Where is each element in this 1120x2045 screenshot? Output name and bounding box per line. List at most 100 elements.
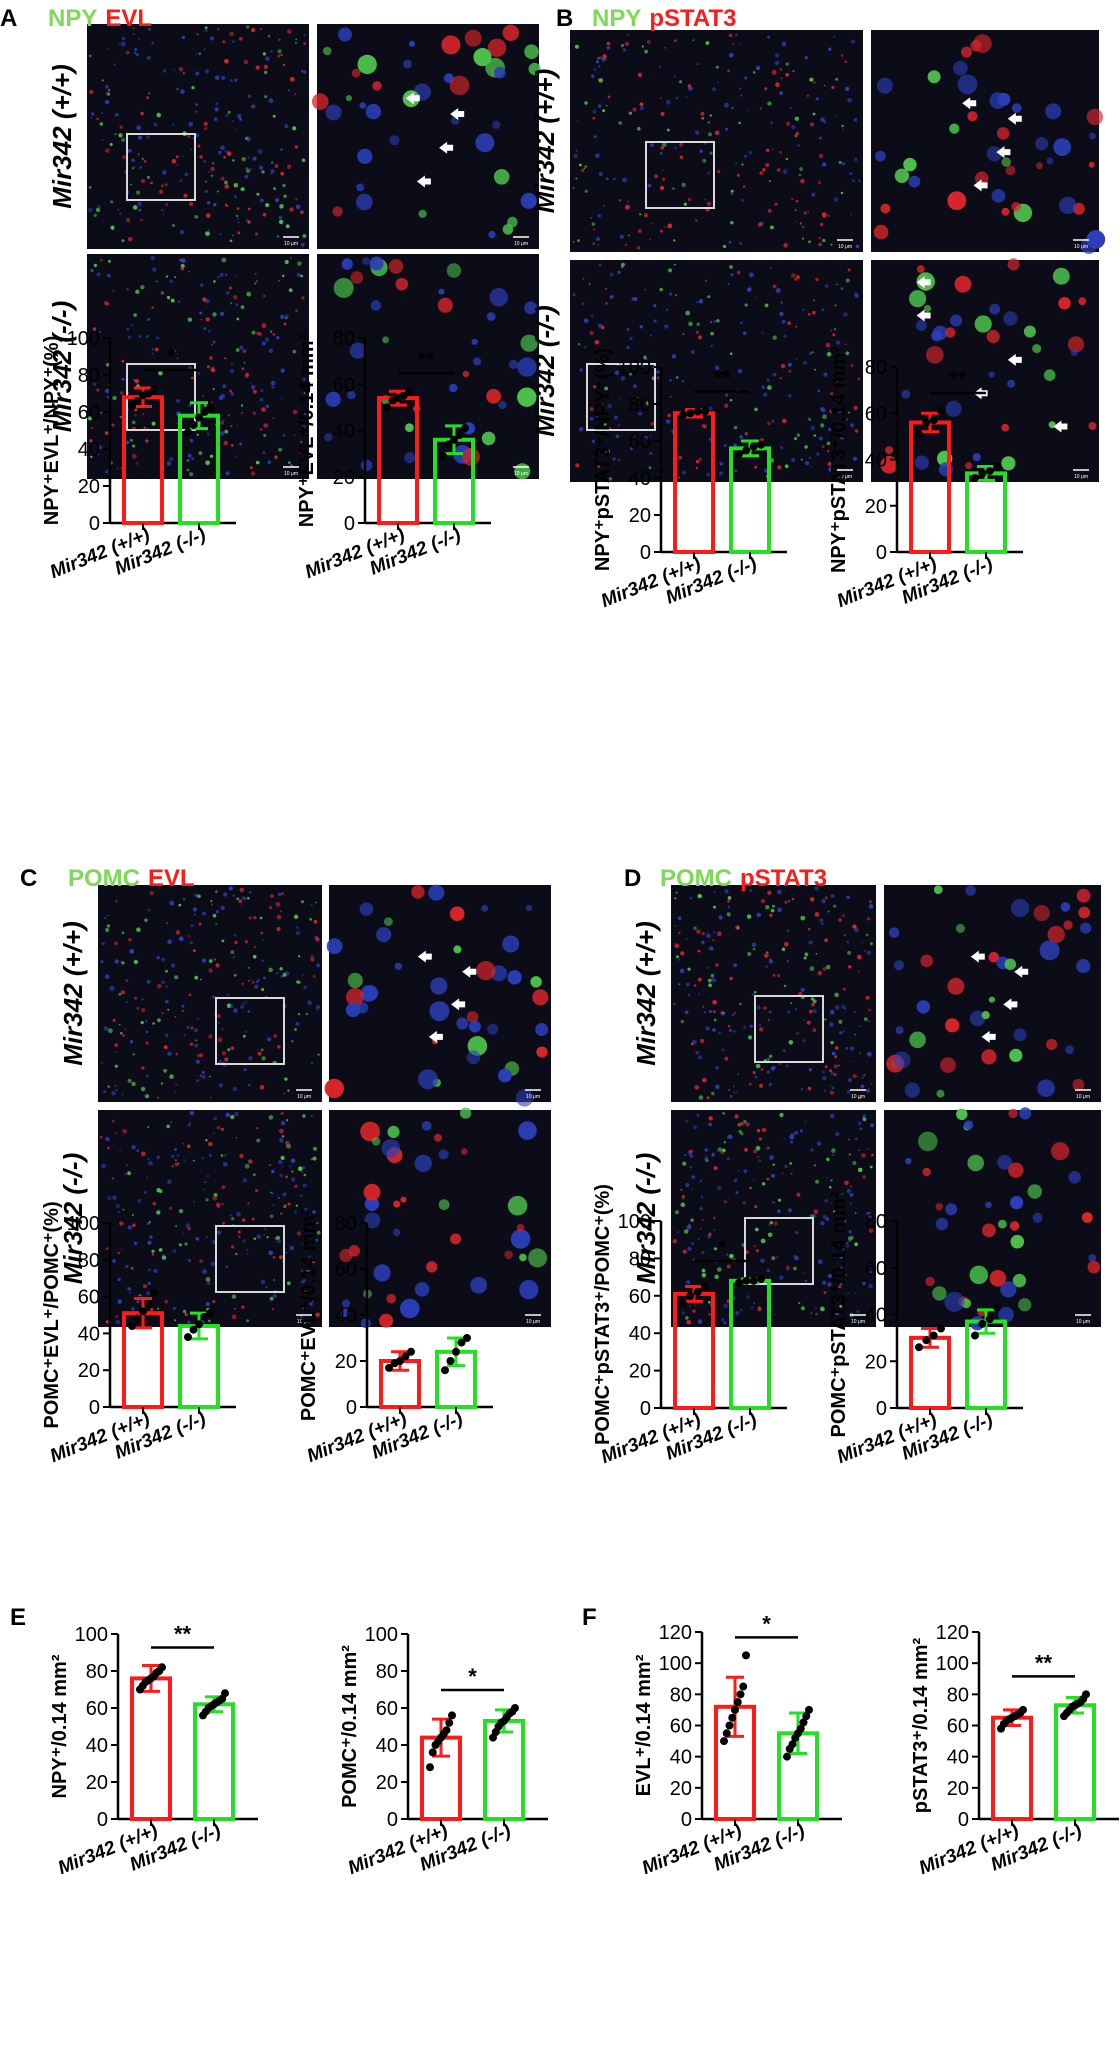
cell-dot bbox=[765, 905, 770, 910]
cell-dot bbox=[141, 1066, 145, 1070]
cell-dot bbox=[821, 308, 825, 312]
cell-dot bbox=[206, 1236, 208, 1238]
cell-dot bbox=[746, 1295, 750, 1299]
cell-dot bbox=[241, 896, 245, 900]
cell-dot bbox=[230, 1046, 235, 1050]
cell-dot bbox=[608, 477, 613, 481]
y-tick-label: 20 bbox=[670, 1778, 692, 1800]
cell-dot bbox=[248, 1056, 253, 1061]
cell-dot bbox=[186, 1026, 190, 1029]
cell-dot bbox=[133, 313, 137, 317]
cell-dot bbox=[842, 1248, 845, 1251]
cell-dot bbox=[649, 238, 651, 240]
cell-dot bbox=[795, 1230, 799, 1235]
cell-dot bbox=[735, 1091, 738, 1093]
cell-dot bbox=[225, 291, 230, 295]
arrow-icon bbox=[1007, 112, 1022, 125]
cell-dot bbox=[140, 285, 145, 290]
stain-label-green: POMC bbox=[68, 865, 140, 892]
cell-dot bbox=[856, 1310, 860, 1314]
cell-dot bbox=[739, 1122, 744, 1126]
stain-label-red: EVL bbox=[105, 5, 152, 32]
cell-dot bbox=[717, 81, 720, 83]
cell-dot bbox=[121, 239, 125, 243]
cell-dot bbox=[210, 1096, 212, 1099]
data-point bbox=[441, 1366, 449, 1375]
cell-dot bbox=[850, 213, 853, 216]
cell-dot bbox=[222, 1221, 226, 1225]
cell-dot bbox=[710, 1010, 713, 1013]
cell-dot bbox=[786, 121, 791, 126]
cell-dot bbox=[265, 56, 270, 61]
cell-dot bbox=[868, 904, 874, 909]
cell-dot bbox=[519, 1253, 527, 1262]
cell-dot bbox=[280, 53, 283, 57]
cell-dot bbox=[822, 162, 827, 167]
cell-dot bbox=[232, 1086, 237, 1092]
cell-dot bbox=[297, 261, 302, 266]
cell-dot bbox=[854, 927, 859, 933]
cell-dot bbox=[535, 1023, 549, 1036]
cell-dot bbox=[215, 890, 218, 893]
cell-dot bbox=[224, 1154, 227, 1157]
micrograph-overview-ko: 10 μm bbox=[98, 1110, 322, 1327]
cell-dot bbox=[827, 461, 832, 467]
cell-dot bbox=[848, 1153, 851, 1156]
cell-dot bbox=[782, 169, 788, 175]
cell-dot bbox=[130, 1266, 134, 1270]
cell-dot bbox=[263, 1234, 266, 1236]
cell-dot bbox=[141, 1151, 146, 1157]
cell-dot bbox=[653, 319, 657, 323]
cell-dot bbox=[121, 931, 125, 935]
cell-dot bbox=[227, 414, 230, 417]
cell-dot bbox=[99, 122, 104, 126]
cell-dot bbox=[156, 336, 159, 340]
cell-dot bbox=[967, 111, 978, 122]
cell-dot bbox=[303, 392, 306, 394]
cell-dot bbox=[175, 1052, 178, 1056]
cell-dot bbox=[844, 343, 847, 346]
cell-dot bbox=[364, 1212, 381, 1229]
cell-dot bbox=[676, 376, 679, 379]
cell-dot bbox=[222, 1028, 224, 1030]
cell-dot bbox=[644, 49, 648, 54]
cell-dot bbox=[230, 79, 233, 82]
y-tick-label: 80 bbox=[333, 328, 355, 350]
cell-dot bbox=[122, 155, 126, 159]
cell-dot bbox=[393, 1200, 401, 1208]
cell-dot bbox=[139, 166, 142, 169]
cell-dot bbox=[684, 1153, 687, 1157]
cell-dot bbox=[133, 165, 136, 168]
cell-dot bbox=[121, 138, 125, 142]
cell-dot bbox=[140, 1021, 144, 1025]
cell-dot bbox=[172, 1249, 177, 1253]
cell-dot bbox=[612, 457, 616, 461]
data-point bbox=[144, 1299, 153, 1308]
cell-dot bbox=[1053, 138, 1072, 157]
cell-dot bbox=[105, 84, 109, 89]
cell-dot bbox=[166, 461, 172, 466]
cell-dot bbox=[129, 438, 133, 442]
cell-dot bbox=[838, 918, 842, 922]
cell-dot bbox=[133, 1241, 138, 1246]
cell-dot bbox=[708, 1122, 712, 1127]
cell-dot bbox=[224, 1057, 229, 1062]
cell-dot bbox=[754, 1075, 758, 1079]
cell-dot bbox=[237, 1230, 241, 1234]
cell-dot bbox=[812, 1008, 817, 1014]
cell-dot bbox=[231, 120, 234, 122]
cell-dot bbox=[812, 1028, 817, 1033]
cell-dot bbox=[268, 905, 273, 910]
cell-dot bbox=[262, 960, 264, 962]
cell-dot bbox=[270, 172, 273, 174]
cell-dot bbox=[241, 982, 244, 985]
cell-dot bbox=[224, 357, 227, 360]
cell-dot bbox=[296, 1231, 302, 1236]
cell-dot bbox=[227, 110, 231, 114]
data-point bbox=[128, 1322, 136, 1331]
cell-dot bbox=[775, 53, 780, 58]
cell-dot bbox=[174, 350, 177, 353]
cell-dot bbox=[729, 976, 733, 981]
cell-dot bbox=[772, 284, 777, 289]
cell-dot bbox=[708, 1301, 711, 1304]
